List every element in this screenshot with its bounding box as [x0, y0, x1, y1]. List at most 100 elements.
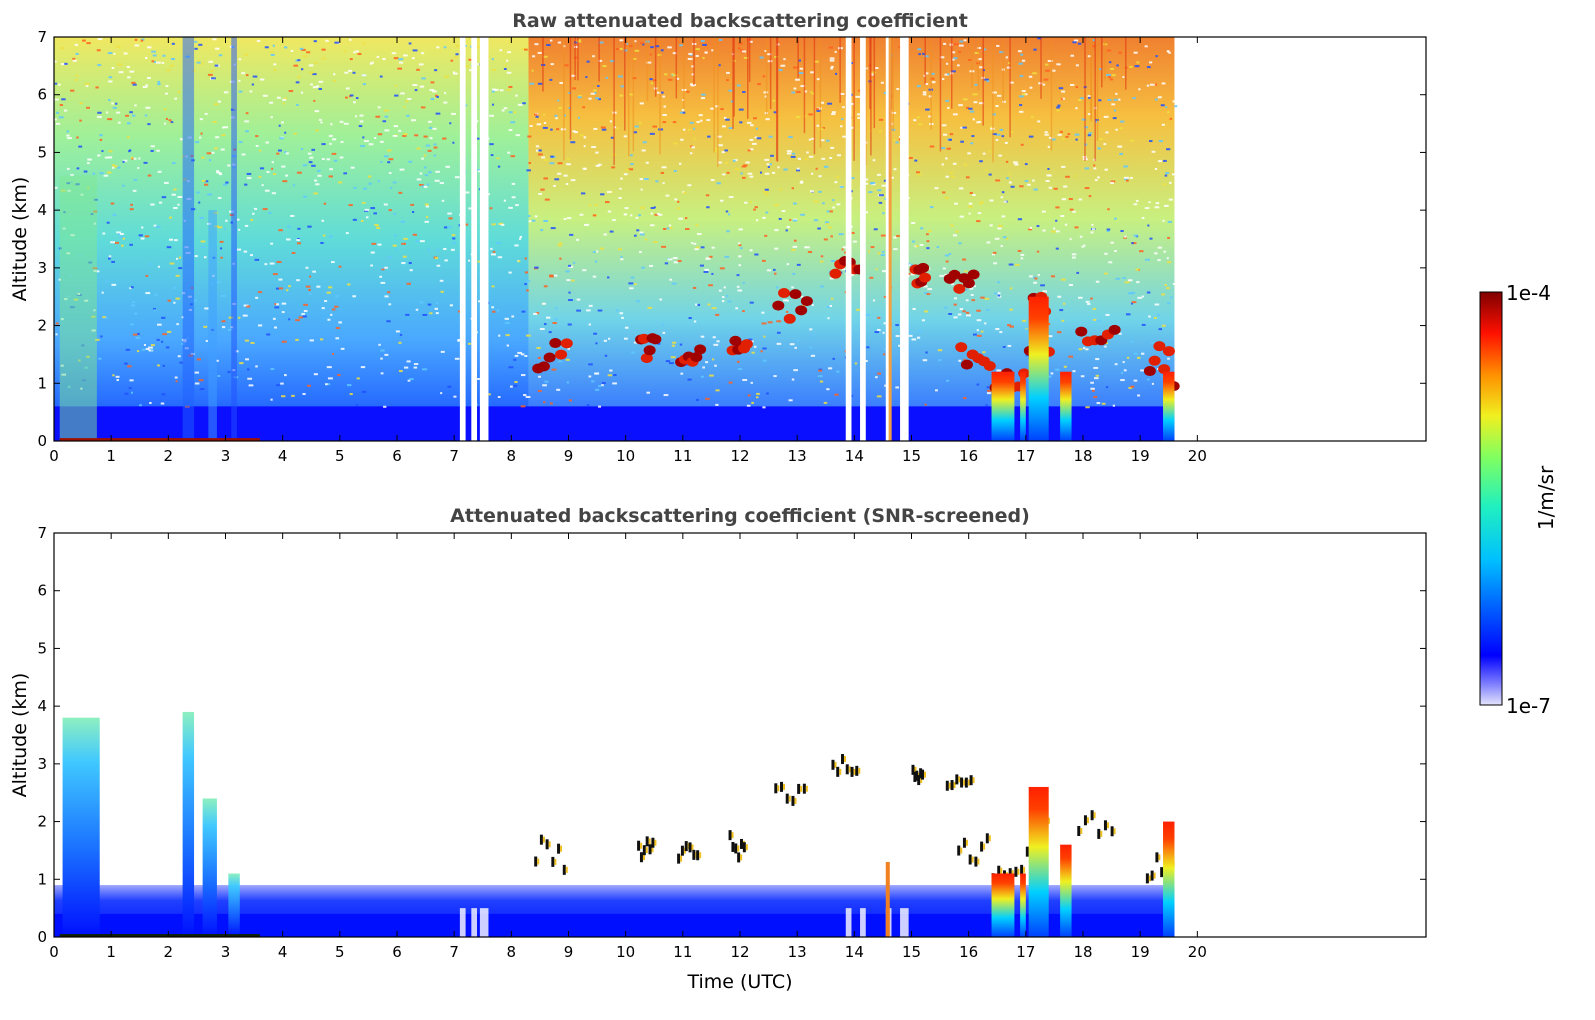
raw-speckle: [939, 274, 944, 277]
raw-speckle: [792, 272, 796, 275]
raw-speckle: [452, 237, 456, 240]
raw-speckle: [865, 211, 869, 214]
raw-speckle: [1131, 302, 1134, 305]
raw-speckle: [72, 59, 77, 62]
raw-speckle: [771, 171, 776, 174]
raw-speckle: [815, 167, 818, 170]
y-tick-label: 6: [37, 86, 47, 104]
raw-speckle: [241, 153, 246, 156]
raw-speckle: [313, 192, 319, 195]
raw-speckle: [215, 136, 220, 139]
raw-speckle: [212, 38, 217, 41]
raw-speckle: [416, 68, 420, 71]
raw-speckle: [829, 304, 833, 307]
raw-speckle: [927, 288, 933, 291]
raw-speckle: [414, 134, 419, 137]
raw-speckle: [633, 341, 639, 344]
raw-speckle: [340, 141, 344, 144]
raw-speckle: [515, 204, 519, 207]
screened-data-gap: [845, 908, 852, 937]
raw-speckle: [593, 332, 598, 335]
raw-speckle: [724, 255, 730, 258]
raw-speckle: [416, 147, 421, 150]
screened-data-gap: [479, 908, 489, 937]
raw-speckle: [700, 375, 704, 378]
screened-aerosol-column: [228, 873, 240, 937]
raw-speckle: [256, 40, 261, 43]
raw-speckle: [111, 260, 115, 263]
raw-speckle: [290, 214, 295, 217]
raw-speckle: [756, 137, 762, 140]
raw-speckle: [477, 169, 482, 172]
raw-noise-streak: [813, 37, 816, 155]
screened-cloud-edge: [737, 845, 740, 852]
raw-speckle: [398, 58, 404, 61]
raw-speckle: [271, 192, 276, 195]
raw-speckle: [272, 317, 276, 320]
raw-speckle: [693, 127, 696, 130]
screened-cloud-mark: [957, 845, 961, 856]
raw-speckle: [432, 90, 437, 93]
raw-speckle: [864, 178, 869, 181]
raw-speckle: [506, 59, 509, 62]
screened-data-gap: [459, 908, 466, 937]
raw-speckle: [820, 255, 824, 258]
raw-speckle: [382, 120, 387, 123]
raw-speckle: [259, 167, 265, 170]
raw-speckle: [153, 307, 156, 310]
raw-speckle: [629, 93, 634, 96]
raw-speckle: [705, 257, 711, 260]
raw-noise-streak: [627, 37, 630, 157]
raw-speckle: [381, 268, 385, 271]
raw-speckle: [550, 227, 556, 230]
raw-speckle: [811, 172, 814, 175]
raw-speckle: [749, 138, 754, 141]
raw-speckle: [196, 59, 200, 62]
raw-speckle: [435, 112, 441, 115]
raw-speckle: [1060, 278, 1066, 281]
raw-speckle: [500, 223, 505, 226]
raw-speckle: [542, 113, 546, 116]
x-axis-label: Time (UTC): [686, 971, 792, 993]
raw-speckle: [563, 217, 567, 220]
raw-speckle: [508, 111, 513, 114]
raw-speckle: [374, 137, 377, 140]
raw-noise-streak: [803, 37, 806, 134]
raw-speckle: [970, 293, 974, 296]
heatmap-raw: [54, 37, 1180, 441]
raw-speckle: [1074, 133, 1080, 136]
raw-speckle: [674, 198, 678, 201]
raw-speckle: [1149, 237, 1153, 240]
raw-speckle: [403, 105, 406, 108]
raw-speckle: [519, 235, 523, 238]
raw-speckle: [452, 71, 456, 74]
y-tick-label: 0: [37, 432, 47, 450]
raw-speckle: [1168, 198, 1173, 201]
raw-speckle: [217, 226, 223, 229]
y-tick-label: 3: [37, 755, 47, 773]
raw-speckle: [281, 165, 286, 168]
raw-speckle: [1047, 323, 1051, 326]
raw-speckle: [1038, 82, 1043, 85]
raw-speckle: [144, 114, 148, 117]
raw-speckle: [496, 157, 500, 160]
raw-speckle: [824, 221, 830, 224]
raw-speckle: [661, 91, 664, 94]
raw-speckle: [464, 191, 470, 194]
raw-speckle: [639, 122, 642, 125]
raw-speckle: [326, 366, 332, 369]
raw-speckle: [671, 73, 675, 76]
raw-speckle: [250, 254, 253, 257]
raw-speckle: [1069, 238, 1072, 241]
raw-speckle: [345, 87, 350, 90]
raw-speckle: [308, 292, 312, 295]
screened-cloud-edge: [1158, 854, 1161, 861]
raw-noise-streak: [732, 37, 734, 130]
raw-speckle: [322, 234, 326, 237]
raw-speckle: [695, 48, 700, 51]
raw-speckle: [216, 170, 219, 173]
raw-speckle: [1115, 128, 1118, 131]
raw-speckle: [64, 62, 68, 65]
raw-speckle: [222, 126, 225, 129]
screened-cloud-mark: [1020, 864, 1024, 875]
